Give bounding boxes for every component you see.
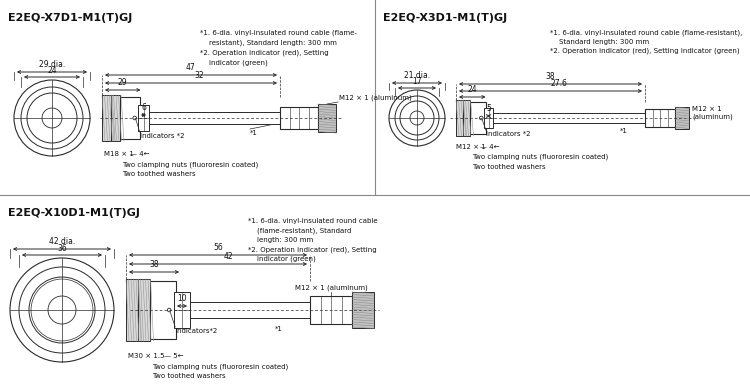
Text: Two clamping nuts (fluororesin coated): Two clamping nuts (fluororesin coated) <box>472 154 608 161</box>
Text: Indicators *2: Indicators *2 <box>486 131 531 137</box>
Bar <box>138 105 149 131</box>
Text: 38: 38 <box>546 72 555 81</box>
Circle shape <box>167 308 171 312</box>
Bar <box>280 107 318 129</box>
Bar <box>463 100 470 136</box>
Circle shape <box>133 116 136 120</box>
Bar <box>352 292 374 328</box>
Text: *1. 6-dia. vinyl-insulated round cable: *1. 6-dia. vinyl-insulated round cable <box>248 218 377 224</box>
Bar <box>102 95 111 141</box>
Text: 17: 17 <box>413 77 422 86</box>
Bar <box>318 104 336 132</box>
Bar <box>126 279 138 341</box>
Text: 10: 10 <box>177 294 187 303</box>
Text: M12 × 1: M12 × 1 <box>456 144 486 150</box>
Text: 29 dia.: 29 dia. <box>39 60 65 69</box>
Text: Two clamping nuts (fluororesin coated): Two clamping nuts (fluororesin coated) <box>122 161 258 167</box>
Text: 56: 56 <box>213 243 223 252</box>
Text: *1: *1 <box>275 326 283 332</box>
Bar <box>456 100 463 136</box>
Text: 47: 47 <box>186 63 196 72</box>
Text: *2. Operation indicator (red), Setting indicator (green): *2. Operation indicator (red), Setting i… <box>550 48 740 55</box>
Text: 24: 24 <box>467 85 477 94</box>
Text: Two clamping nuts (fluororesin coated): Two clamping nuts (fluororesin coated) <box>152 363 288 369</box>
Text: 42: 42 <box>224 252 232 261</box>
Text: *1. 6-dia. vinyl-insulated round cable (flame-resistant),: *1. 6-dia. vinyl-insulated round cable (… <box>550 30 742 37</box>
Bar <box>470 102 486 134</box>
Bar <box>484 108 493 128</box>
Text: — 5←: — 5← <box>164 353 184 359</box>
Text: M12 × 1 (aluminum): M12 × 1 (aluminum) <box>295 284 368 291</box>
Bar <box>120 97 140 139</box>
Text: Standard length: 300 mm: Standard length: 300 mm <box>550 39 649 45</box>
Text: Indicators*2: Indicators*2 <box>176 328 217 334</box>
Text: 27.6: 27.6 <box>550 79 567 88</box>
Text: Two toothed washers: Two toothed washers <box>472 164 545 170</box>
Text: M30 × 1.5: M30 × 1.5 <box>128 353 164 359</box>
Text: *1: *1 <box>620 128 628 134</box>
Text: *2. Operation indicator (red), Setting: *2. Operation indicator (red), Setting <box>248 246 376 253</box>
Text: 6: 6 <box>141 103 146 112</box>
Text: 5: 5 <box>486 104 491 113</box>
Text: *1: *1 <box>250 130 258 136</box>
Text: *2. Operation indicator (red), Setting: *2. Operation indicator (red), Setting <box>200 50 328 57</box>
Text: *1. 6-dia. vinyl-insulated round cable (flame-: *1. 6-dia. vinyl-insulated round cable (… <box>200 30 357 37</box>
Text: 42 dia.: 42 dia. <box>49 237 75 246</box>
Text: Two toothed washers: Two toothed washers <box>122 171 196 177</box>
Text: E2EQ-X7D1-M1(T)GJ: E2EQ-X7D1-M1(T)GJ <box>8 13 132 23</box>
Bar <box>138 279 150 341</box>
Text: — 4←: — 4← <box>130 151 149 157</box>
Text: 24: 24 <box>47 66 57 75</box>
Bar <box>675 107 689 129</box>
Bar <box>150 281 176 339</box>
Text: M18 × 1: M18 × 1 <box>104 151 134 157</box>
Text: indicator (green): indicator (green) <box>200 60 268 67</box>
Bar <box>645 109 675 127</box>
Text: 36: 36 <box>57 244 67 253</box>
Text: — 4←: — 4← <box>480 144 500 150</box>
Text: 38: 38 <box>149 260 159 269</box>
Text: (flame-resistant), Standard: (flame-resistant), Standard <box>248 227 351 234</box>
Text: E2EQ-X10D1-M1(T)GJ: E2EQ-X10D1-M1(T)GJ <box>8 208 140 218</box>
Text: 32: 32 <box>194 71 204 80</box>
Bar <box>310 296 352 324</box>
Text: Indicators *2: Indicators *2 <box>140 133 184 139</box>
Circle shape <box>479 116 483 120</box>
Text: indicator (green): indicator (green) <box>248 256 316 262</box>
Text: length: 300 mm: length: 300 mm <box>248 237 314 243</box>
Text: 29: 29 <box>118 78 128 87</box>
Text: M12 × 1
(aluminum): M12 × 1 (aluminum) <box>692 106 733 120</box>
Text: resistant), Standard length: 300 mm: resistant), Standard length: 300 mm <box>200 40 337 46</box>
Bar <box>111 95 120 141</box>
Text: E2EQ-X3D1-M1(T)GJ: E2EQ-X3D1-M1(T)GJ <box>383 13 507 23</box>
Text: 21 dia.: 21 dia. <box>404 71 430 80</box>
Text: Two toothed washers: Two toothed washers <box>152 373 226 379</box>
Bar <box>174 292 190 328</box>
Text: M12 × 1 (aluminum): M12 × 1 (aluminum) <box>339 94 412 101</box>
